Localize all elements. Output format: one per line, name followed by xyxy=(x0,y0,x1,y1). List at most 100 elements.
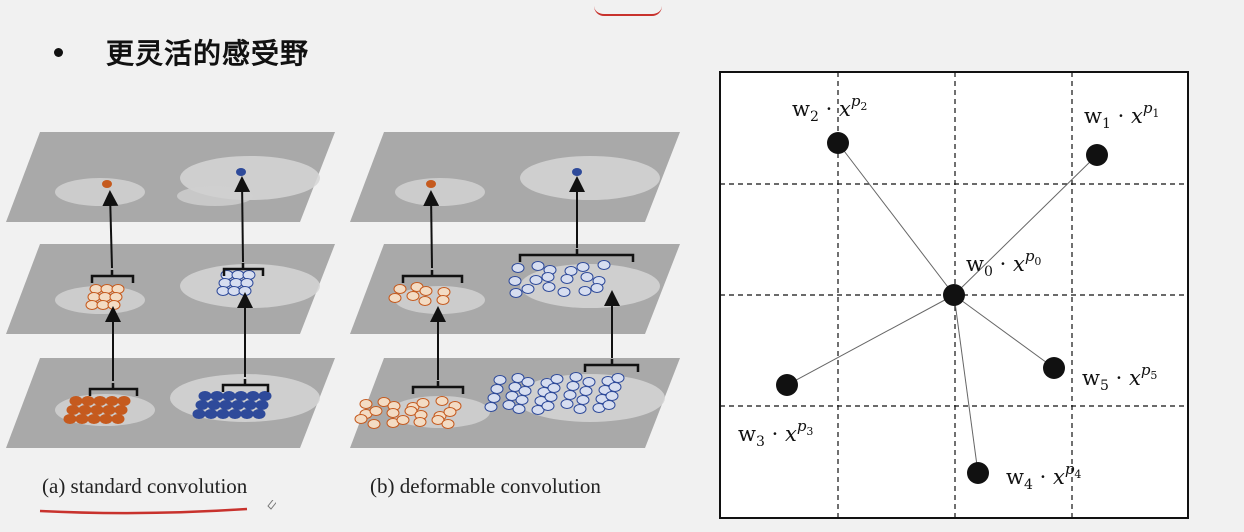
sampling-point-p0 xyxy=(943,284,965,306)
sampling-location xyxy=(96,300,110,310)
sampling-location xyxy=(602,400,616,410)
sampling-location xyxy=(569,372,583,382)
sampling-location xyxy=(66,405,80,415)
sampling-points xyxy=(776,132,1108,484)
sampling-grid-blue-bottom-b xyxy=(484,372,625,415)
sampling-location xyxy=(204,409,218,419)
sampling-location xyxy=(90,405,104,415)
sampling-point-p5 xyxy=(1043,357,1065,379)
arrow-icon xyxy=(234,176,251,263)
plane-middle-a xyxy=(6,244,335,334)
sampling-location xyxy=(576,262,590,272)
standard-convolution-stack xyxy=(6,132,335,448)
deformable-convolution-stack xyxy=(350,132,680,448)
bracket-icon xyxy=(583,359,640,372)
sampling-location xyxy=(580,272,594,282)
sampling-location xyxy=(579,386,593,396)
sampling-location xyxy=(386,408,400,418)
bracket-icon xyxy=(401,270,464,283)
sampling-location xyxy=(542,282,556,292)
sampling-location xyxy=(529,275,543,285)
bracket-icon xyxy=(90,270,135,283)
sampling-location xyxy=(508,276,522,286)
arrow-icon xyxy=(102,190,119,269)
offset-lines xyxy=(786,142,1098,474)
sampling-location xyxy=(359,399,373,409)
sampling-location xyxy=(573,404,587,414)
sampling-location xyxy=(393,284,407,294)
slide-title: 更灵活的感受野 xyxy=(106,37,310,70)
sampling-location xyxy=(396,415,410,425)
sampling-location xyxy=(418,296,432,306)
sampling-location xyxy=(258,391,272,401)
bracket-icon xyxy=(222,263,265,276)
sampling-location xyxy=(367,419,381,429)
sampling-location xyxy=(228,409,242,419)
sampling-location xyxy=(508,382,522,392)
sampling-grid-blue-mid-a xyxy=(216,270,256,296)
sampling-location xyxy=(78,405,92,415)
sampling-location xyxy=(369,406,383,416)
sampling-location xyxy=(413,417,427,427)
sampling-location xyxy=(541,272,555,282)
activation-unit-blue-a xyxy=(236,168,246,176)
sampling-location xyxy=(531,405,545,415)
bullet-icon xyxy=(54,47,63,57)
sampling-location xyxy=(547,383,561,393)
weight-label-w2: w2 · xp2 xyxy=(792,92,867,125)
sampling-location xyxy=(102,405,116,415)
sampling-location xyxy=(436,295,450,305)
sampling-location xyxy=(89,284,103,294)
bullet-heading: 更灵活的感受野 xyxy=(54,30,309,74)
sampling-location xyxy=(608,382,622,392)
weight-label-w3: w3 · xp3 xyxy=(738,417,813,450)
sampling-location xyxy=(85,300,99,310)
sampling-location xyxy=(227,286,241,296)
sampling-location xyxy=(611,373,625,383)
sampling-grid-orange-bottom-a xyxy=(63,396,131,424)
sampling-location xyxy=(493,375,507,385)
plane-bottom-b xyxy=(350,358,680,448)
sampling-location xyxy=(246,391,260,401)
sampling-location xyxy=(240,278,254,288)
sampling-location xyxy=(240,409,254,419)
sampling-location xyxy=(404,406,418,416)
sampling-location xyxy=(505,391,519,401)
sampling-point-p3 xyxy=(776,374,798,396)
sampling-location xyxy=(63,414,77,424)
plane-top-a xyxy=(6,132,335,222)
sampling-location xyxy=(81,396,95,406)
plane-bottom-a xyxy=(6,358,335,448)
sampling-location xyxy=(114,405,128,415)
sampling-location xyxy=(419,286,433,296)
sampling-location xyxy=(487,393,501,403)
sampling-location xyxy=(210,391,224,401)
sampling-grid-blue-mid-b xyxy=(508,260,611,298)
sampling-location xyxy=(75,414,89,424)
sampling-grid-orange-bottom-b xyxy=(354,396,462,429)
activation-unit-orange-b xyxy=(426,180,436,188)
sampling-location xyxy=(238,286,252,296)
sampling-location xyxy=(109,292,123,302)
sampling-location xyxy=(218,278,232,288)
weight-label-w1: w1 · xp1 xyxy=(1084,99,1159,132)
plane-top-b xyxy=(350,132,680,222)
sampling-point-p2 xyxy=(827,132,849,154)
sampling-location xyxy=(484,402,498,412)
bracket-icon xyxy=(88,383,139,396)
sampling-location xyxy=(198,391,212,401)
sampling-location xyxy=(541,401,555,411)
sampling-location xyxy=(515,395,529,405)
sampling-location xyxy=(111,414,125,424)
sampling-location xyxy=(219,400,233,410)
sampling-location xyxy=(69,396,83,406)
sampling-location xyxy=(576,395,590,405)
sampling-location xyxy=(550,374,564,384)
convolution-comparison-figure xyxy=(6,132,680,448)
bracket-icon xyxy=(518,249,635,262)
pen-cursor-icon xyxy=(267,500,276,510)
sampling-location xyxy=(509,288,523,298)
sampling-grid-blue-bottom-a xyxy=(192,391,272,419)
activation-unit-blue-b xyxy=(572,168,582,176)
sampling-location xyxy=(377,397,391,407)
